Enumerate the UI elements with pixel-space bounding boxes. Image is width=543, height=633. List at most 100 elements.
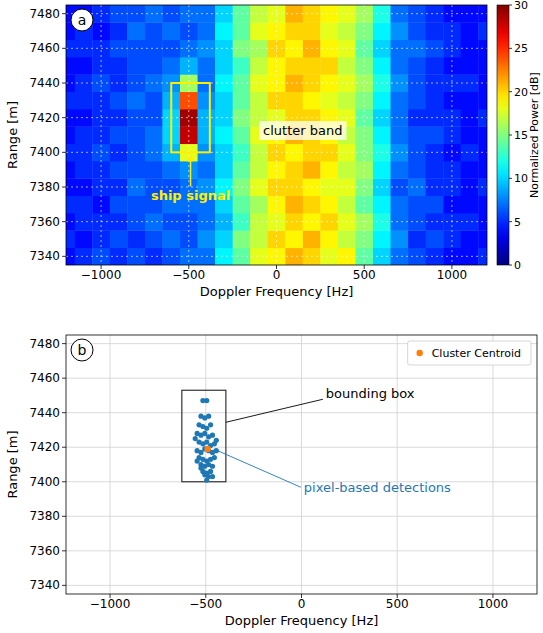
x-tick-label: 1000: [437, 268, 468, 282]
bounding-box: [182, 390, 226, 482]
y-tick: [62, 447, 66, 448]
grid-line-x: [364, 5, 365, 265]
heatmap-cell: [110, 126, 128, 144]
colorbar-tick: [509, 135, 512, 136]
heatmap-cell: [391, 126, 409, 144]
x-tick-label: 0: [273, 268, 281, 282]
heatmap-cell: [127, 22, 145, 40]
y-tick: [62, 221, 66, 222]
grid-line-y: [66, 13, 487, 14]
ship-arrow: [190, 159, 192, 186]
heatmap-cell: [461, 57, 479, 75]
heatmap-cell: [461, 144, 479, 162]
heatmap-cell: [461, 161, 479, 179]
y-axis-title: Range [m]: [5, 101, 20, 169]
heatmap-cell: [66, 126, 75, 144]
heatmap-cell: [461, 230, 479, 248]
colorbar-tick-label: 30: [514, 0, 528, 12]
y-tick: [62, 550, 66, 551]
heatmap-cell: [338, 92, 356, 110]
heatmap-cell: [391, 57, 409, 75]
y-tick: [62, 481, 66, 482]
grid-line-x: [101, 5, 102, 265]
heatmap-cell: [478, 126, 487, 144]
y-tick-label: 7380: [29, 180, 60, 194]
heatmap-cell: [66, 57, 75, 75]
x-tick-label: −1000: [90, 597, 131, 611]
y-tick-label: 7340: [29, 249, 60, 263]
heatmap-cell: [110, 230, 128, 248]
detections-label: pixel-based detections: [304, 480, 451, 495]
heatmap-cell: [110, 57, 128, 75]
y-tick-label: 7420: [29, 440, 60, 454]
heatmap-cell: [215, 57, 233, 75]
heatmap-cell: [478, 161, 487, 179]
heatmap-cell: [127, 161, 145, 179]
heatmap-cell: [320, 144, 338, 162]
heatmap-cell: [408, 126, 426, 144]
heatmap-cell: [391, 161, 409, 179]
y-tick-label: 7380: [29, 509, 60, 523]
colorbar-title: Normalized Power [dB]: [528, 72, 541, 198]
y-tick-label: 7460: [29, 41, 60, 55]
detection-point: [208, 469, 213, 474]
heatmap-cell: [215, 92, 233, 110]
ship-label: ship signal: [151, 188, 230, 203]
heatmap-cell: [426, 161, 444, 179]
heatmap-cell: [127, 230, 145, 248]
heatmap-cell: [426, 196, 444, 214]
y-tick: [62, 585, 66, 586]
heatmap-cell: [75, 230, 93, 248]
heatmap-cell: [110, 161, 128, 179]
detection-point: [198, 465, 203, 470]
heatmap-cell: [426, 144, 444, 162]
plot-frame: [66, 5, 487, 265]
bounding-box-label: bounding box: [326, 386, 415, 401]
heatmap-cell: [461, 22, 479, 40]
heatmap-cell: [215, 126, 233, 144]
heatmap-cell: [426, 230, 444, 248]
panel-b: −1000−5000500100073407360738074007420744…: [5, 335, 537, 628]
clutter-label-patch: [259, 121, 346, 140]
detection-point: [195, 458, 200, 463]
heatmap-cell: [66, 161, 75, 179]
colorbar-tick-label: 0: [514, 259, 521, 272]
grid-line-x: [110, 335, 111, 594]
detection-point: [193, 436, 198, 441]
heatmap-cell: [320, 22, 338, 40]
colorbar-tick: [509, 91, 512, 92]
grid-line-x: [492, 335, 493, 594]
panel-letter-circle: [71, 9, 93, 31]
heatmap-cell: [461, 213, 479, 231]
x-tick-label: −500: [172, 268, 205, 282]
heatmap-cell: [162, 57, 180, 75]
heatmap-cell: [461, 178, 479, 196]
heatmap-cell: [338, 161, 356, 179]
heatmap-cell: [426, 5, 444, 23]
heatmap-cell: [478, 57, 487, 75]
heatmap-cell: [391, 22, 409, 40]
heatmap-cell: [215, 22, 233, 40]
colorbar-tick-label: 10: [514, 172, 528, 185]
grid-line-y: [66, 117, 487, 118]
heatmap-cell: [373, 92, 391, 110]
bounding-box-leader: [226, 399, 323, 422]
y-tick: [62, 412, 66, 413]
y-axis-title: Range [m]: [5, 430, 20, 498]
panel-a: −1000−5000500100073407360738074007420744…: [5, 0, 541, 299]
heatmap-cell: [391, 196, 409, 214]
heatmap-cell: [303, 92, 321, 110]
heatmap-cell: [373, 230, 391, 248]
x-tick-label: 1000: [478, 597, 509, 611]
heatmap-cell: [408, 92, 426, 110]
y-tick-label: 7400: [29, 475, 60, 489]
heatmap-cell: [461, 74, 479, 92]
y-tick: [62, 256, 66, 257]
y-tick-label: 7360: [29, 544, 60, 558]
colorbar-tick: [509, 178, 512, 179]
heatmap-cell: [285, 161, 303, 179]
y-tick: [62, 117, 66, 118]
heatmap-cell: [127, 196, 145, 214]
grid-line-x: [397, 335, 398, 594]
grid-line-y: [66, 585, 537, 586]
